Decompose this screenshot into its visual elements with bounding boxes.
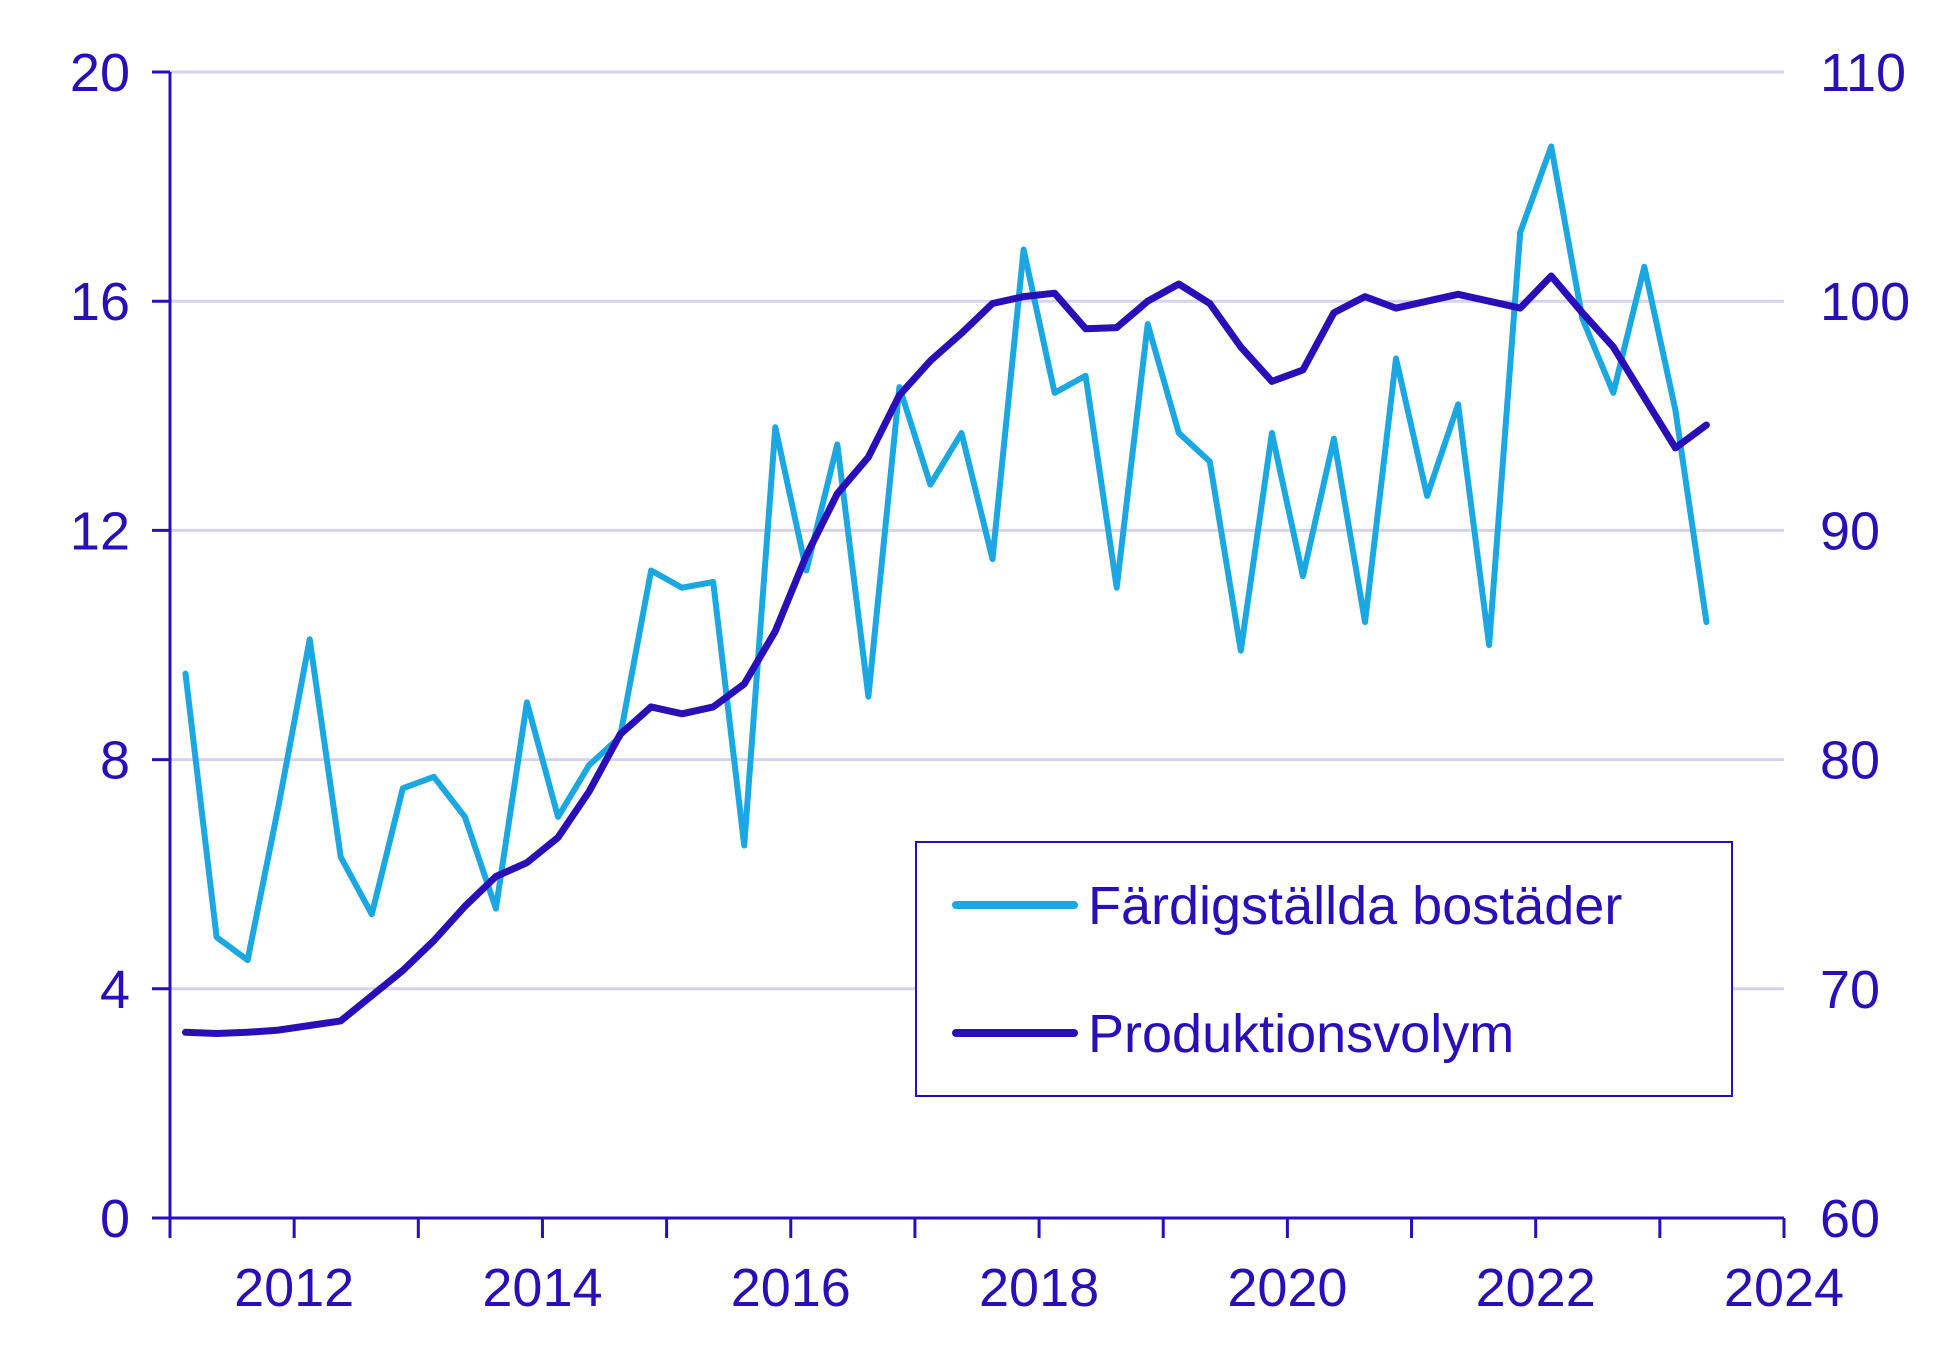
legend-box <box>915 841 1733 1097</box>
x-tick-label: 2012 <box>234 1258 354 1318</box>
series-line-fardigstallda-bostader <box>182 143 1710 964</box>
y-left-tick-label: 4 <box>100 960 130 1020</box>
legend: Färdigställda bostäder Produktionsvolym <box>915 841 1733 1097</box>
y-right-tick-label: 60 <box>1820 1189 1880 1249</box>
x-tick-label: 2016 <box>731 1258 851 1318</box>
x-tick-label: 2014 <box>482 1258 602 1318</box>
y-right-tick-label: 80 <box>1820 731 1880 791</box>
y-left-tick-label: 20 <box>70 43 130 103</box>
y-right-tick-label: 70 <box>1820 960 1880 1020</box>
tick-labels: 0 60 4 70 8 80 12 90 16 100 20 110 2012 2014 2016 2018 2… <box>70 43 1910 1318</box>
x-tick-label: 2022 <box>1476 1258 1596 1318</box>
y-left-tick-label: 0 <box>100 1189 130 1249</box>
y-right-tick-label: 90 <box>1820 501 1880 561</box>
y-left-tick-label: 8 <box>100 731 130 791</box>
y-right-tick-label: 110 <box>1820 43 1906 103</box>
x-tick-label: 2024 <box>1724 1258 1844 1318</box>
x-tick-label: 2018 <box>979 1258 1099 1318</box>
x-tick-label: 2020 <box>1227 1258 1347 1318</box>
series-line-produktionsvolym <box>182 272 1710 1037</box>
series-lines <box>182 143 1710 1037</box>
y-left-tick-label: 12 <box>70 501 130 561</box>
axes <box>152 70 1786 1238</box>
legend-label-fardigstallda-bostader: Färdigställda bostäder <box>1088 876 1622 936</box>
y-right-tick-label: 100 <box>1820 272 1910 332</box>
legend-label-produktionsvolym: Produktionsvolym <box>1088 1004 1514 1064</box>
y-left-tick-label: 16 <box>70 272 130 332</box>
